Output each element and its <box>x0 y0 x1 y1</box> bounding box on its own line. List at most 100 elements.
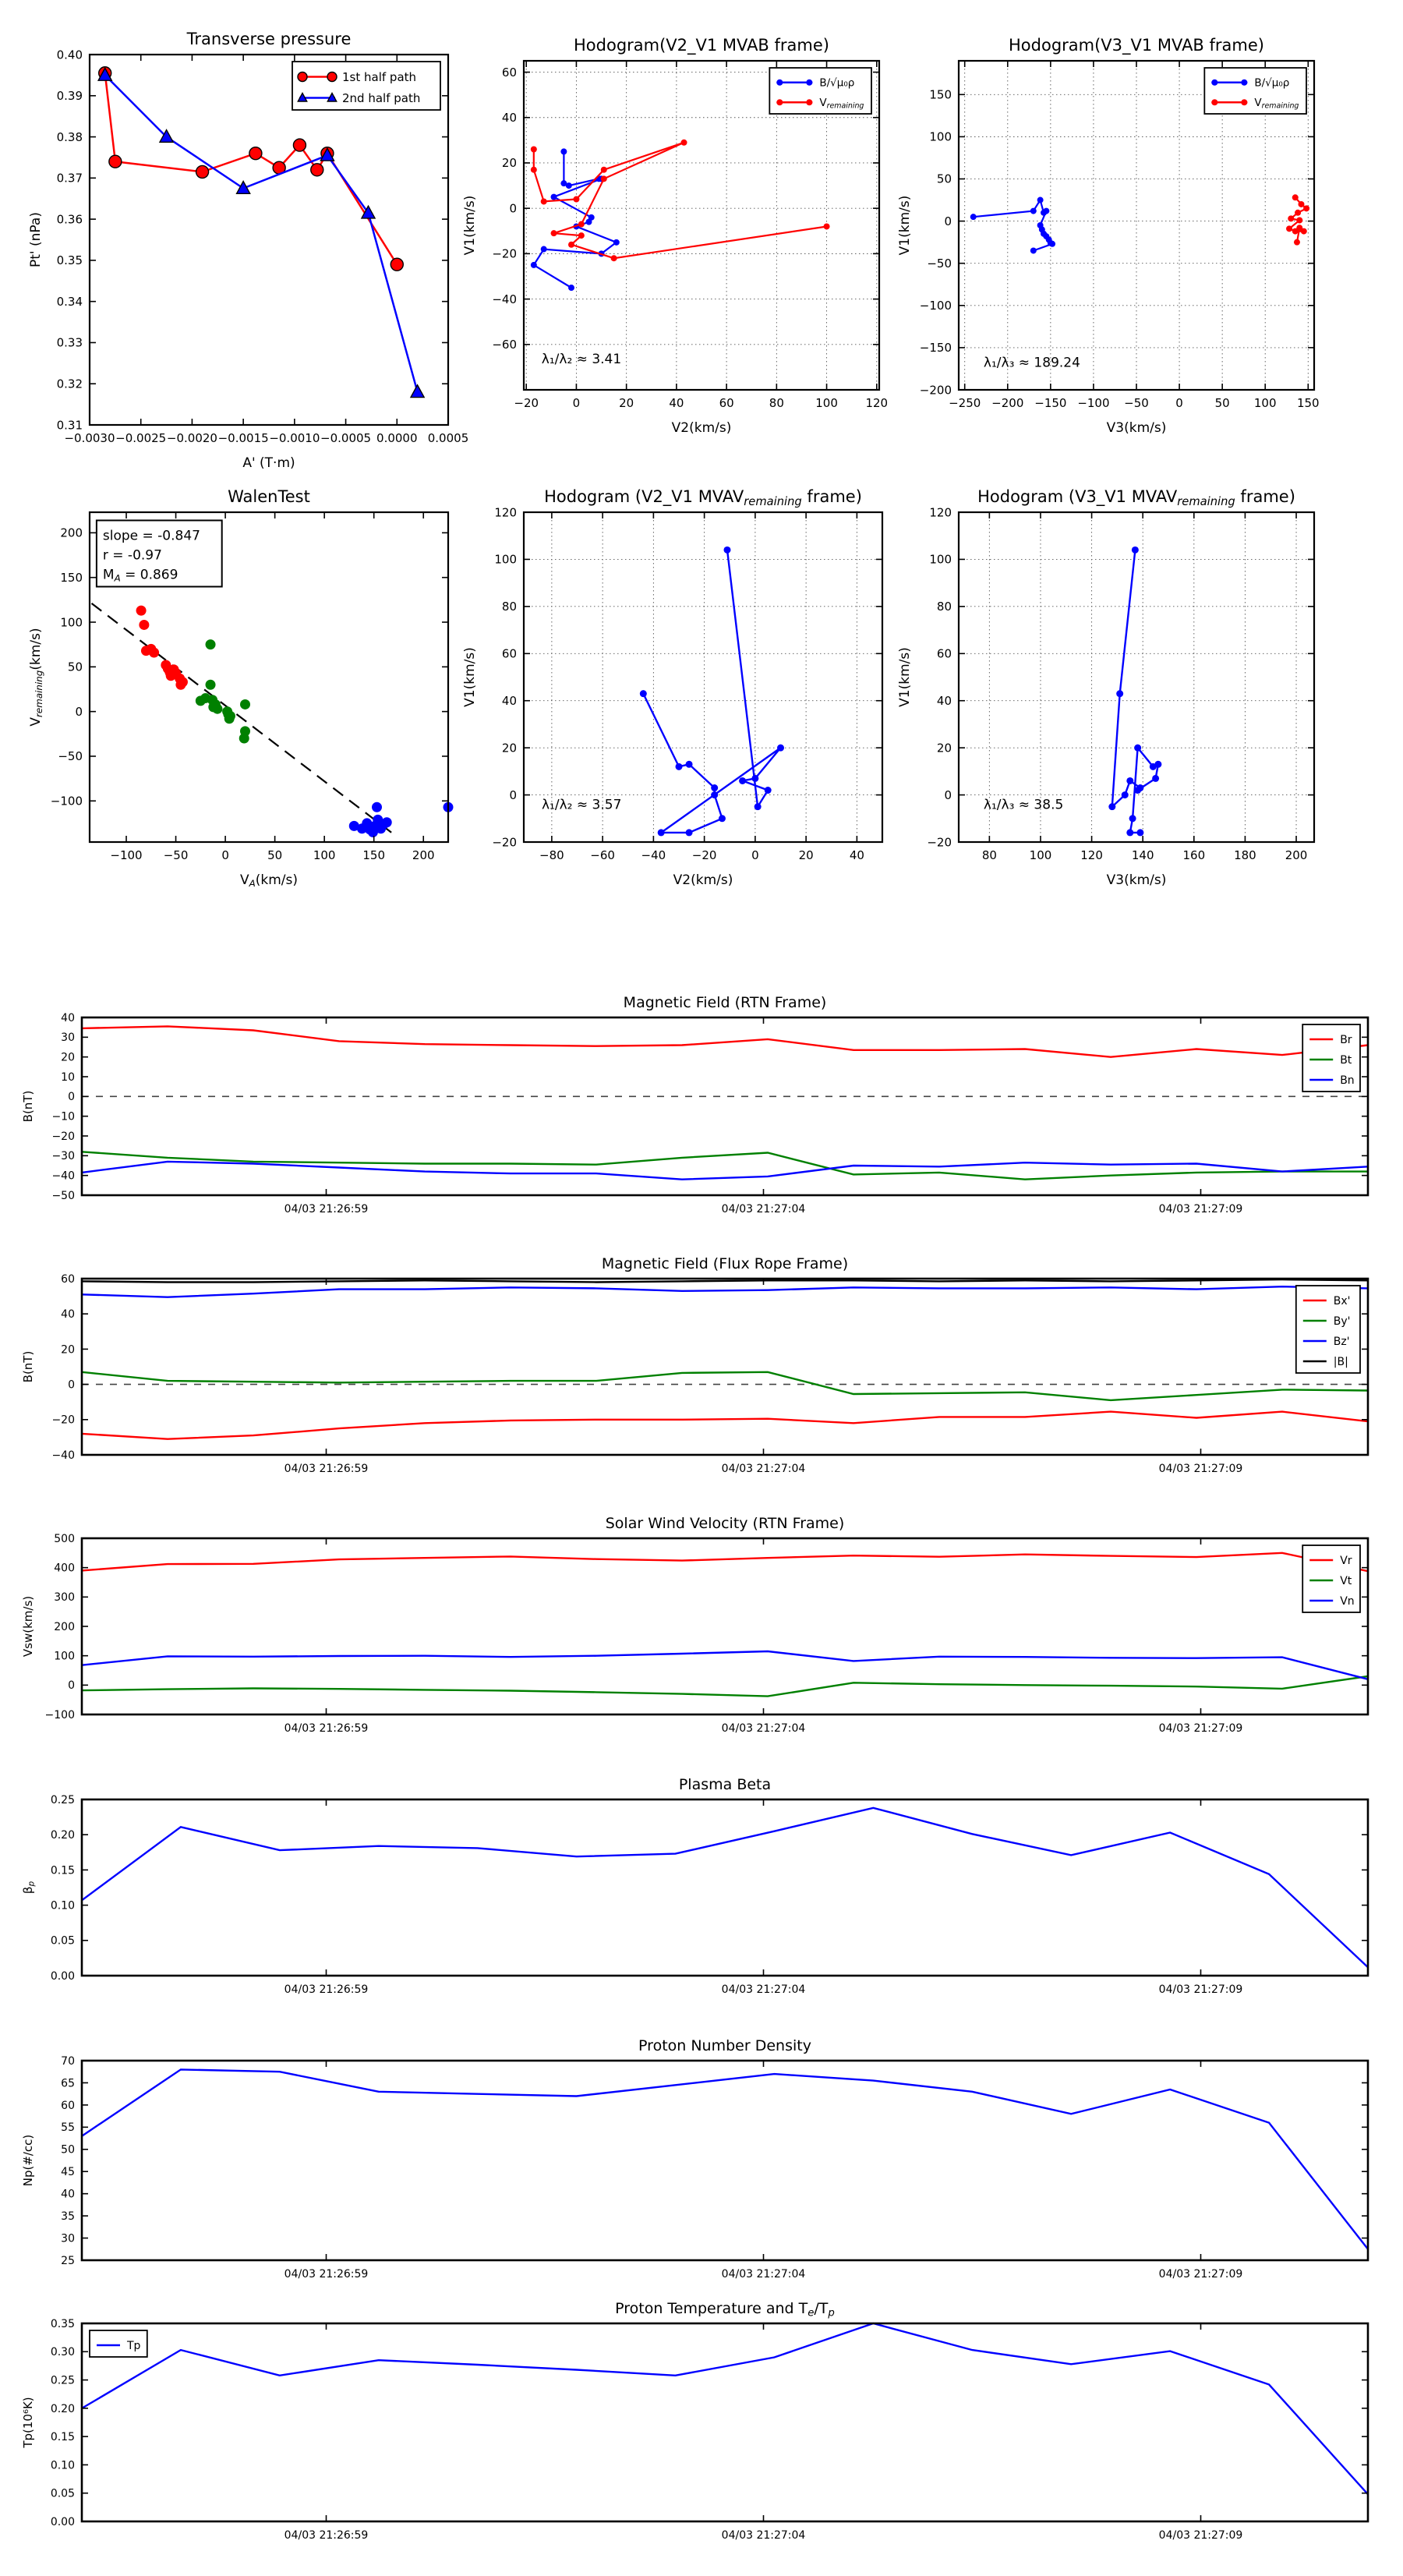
data-point-circle <box>297 71 308 83</box>
y-tick-label: 0.34 <box>57 295 83 309</box>
y-tick-label: 0.25 <box>51 1794 75 1806</box>
data-point-dot <box>777 744 785 752</box>
x-tick-label: −20 <box>692 848 717 862</box>
data-point-dot <box>1241 79 1248 86</box>
x-tick-label: 04/03 21:26:59 <box>284 1463 369 1475</box>
x-tick-label: 0 <box>751 848 759 862</box>
legend-label: Vr <box>1340 1555 1352 1567</box>
y-tick-label: 10 <box>61 1071 75 1084</box>
x-tick-label: 04/03 21:27:09 <box>1159 2529 1243 2542</box>
x-tick-label: 0.0005 <box>428 431 469 445</box>
plot-transverse-pressure: −0.0030 −0.0025 −0.0020 −0.0015 −0.0010 −0.00… <box>28 30 468 471</box>
y-tick-label: 0.35 <box>57 253 83 267</box>
data-point-dot <box>240 699 251 709</box>
y-axis-label: V1(km/s) <box>462 196 478 256</box>
y-tick-label: 0.00 <box>51 1970 75 1983</box>
legend-label: Bn <box>1340 1074 1354 1087</box>
data-point-dot <box>1211 99 1218 106</box>
data-point-dot <box>1121 791 1129 799</box>
x-tick-label: 100 <box>313 848 336 862</box>
series-v-remaining <box>530 139 830 262</box>
x-tick-label: 50 <box>267 848 282 862</box>
plot-title: Hodogram(V3_V1 MVAB frame) <box>1009 36 1264 55</box>
y-tick-label: 400 <box>54 1562 75 1575</box>
axes-frame <box>957 511 1316 844</box>
data-point-dot <box>823 223 830 230</box>
legend-label: B/√μ₀ρ <box>1254 76 1289 89</box>
data-point-dot <box>1108 803 1116 811</box>
legend-label: By' <box>1334 1315 1351 1328</box>
y-tick-label: −30 <box>51 1150 75 1162</box>
x-tick-label: −0.0010 <box>269 431 320 445</box>
x-tick-label: 180 <box>1234 848 1256 862</box>
x-tick-label: 150 <box>1297 396 1320 410</box>
axes-frame <box>88 53 450 426</box>
data-point-circle <box>390 257 404 271</box>
axis-ticks: 04/03 21:26:59 04/03 21:27:04 04/03 21:27:… <box>45 1533 1368 1735</box>
series-br <box>81 1025 1369 1058</box>
axis-ticks: 04/03 21:26:59 04/03 21:27:04 04/03 21:27:… <box>61 2055 1368 2281</box>
legend-label: Vremaining <box>1254 97 1299 110</box>
y-tick-label: 500 <box>54 1533 75 1545</box>
y-tick-label: 60 <box>61 2100 75 2112</box>
series-bt <box>81 1151 1368 1180</box>
axis-ticks: 80 100 120 140 160 180 200 −20 0 20 40 60 80 100 120 <box>927 505 1314 862</box>
x-tick-label: 04/03 21:27:09 <box>1159 1203 1243 1215</box>
data-point-dot <box>1152 774 1160 782</box>
data-point-circle <box>195 165 210 179</box>
plot-mag-field-rtn: 04/03 21:26:59 04/03 21:27:04 04/03 21:27:… <box>21 994 1369 1215</box>
y-axis-label: V1(km/s) <box>462 647 478 707</box>
y-tick-label: 0.15 <box>51 1864 75 1877</box>
annotation: λ₁/λ₃ ≈ 38.5 <box>984 798 1063 813</box>
x-tick-label: 140 <box>1132 848 1154 862</box>
y-axis-label: Np(#/cc) <box>21 2135 35 2187</box>
y-axis-label: B(nT) <box>21 1351 35 1383</box>
y-tick-label: 0.20 <box>51 2403 75 2415</box>
x-tick-label: 0.0000 <box>376 431 418 445</box>
series-1st-half <box>136 605 188 690</box>
data-point-dot <box>711 791 719 799</box>
plot-walen-test: −100 −50 0 50 100 150 200 −100 −50 0 50 100 150 200 Wa… <box>28 487 454 889</box>
data-point-dot <box>610 255 617 262</box>
y-tick-label: 100 <box>929 553 952 567</box>
y-tick-label: 80 <box>502 600 517 614</box>
data-point-dot <box>1303 205 1310 212</box>
data-point-dot <box>1293 239 1300 246</box>
y-tick-label: 0 <box>944 214 952 228</box>
y-tick-label: 30 <box>61 2232 75 2245</box>
y-tick-label: 50 <box>68 660 83 674</box>
x-tick-label: 200 <box>1285 848 1308 862</box>
y-tick-label: 0.31 <box>57 418 83 432</box>
series--b- <box>81 1278 1369 1283</box>
data-point-dot <box>600 166 607 173</box>
y-tick-label: 60 <box>502 647 517 661</box>
annotation: λ₁/λ₃ ≈ 189.24 <box>984 355 1080 370</box>
data-point-dot <box>212 703 223 714</box>
data-point-dot <box>136 605 147 616</box>
data-point-dot <box>585 218 592 225</box>
x-tick-label: −60 <box>590 848 615 862</box>
y-tick-label: −200 <box>920 383 952 397</box>
y-tick-label: 0 <box>509 201 517 215</box>
axes-frame <box>80 2059 1369 2262</box>
y-tick-label: 150 <box>60 571 83 585</box>
series-v-remaining <box>1286 194 1310 246</box>
data-point-dot <box>1288 215 1295 222</box>
plot-solar-wind-velocity: 04/03 21:26:59 04/03 21:27:04 04/03 21:27:… <box>21 1515 1369 1735</box>
series-beta-p <box>81 1806 1369 1969</box>
stats-line: MA = 0.869 <box>103 567 178 583</box>
x-tick-label: −200 <box>991 396 1023 410</box>
axis-ticks: −20 0 20 40 60 80 100 120 −60 −40 −20 0 20 40 60 <box>492 61 888 410</box>
plot-title: Magnetic Field (Flux Rope Frame) <box>602 1255 848 1272</box>
x-tick-label: 04/03 21:27:04 <box>722 1463 806 1475</box>
series-2nd-half <box>348 801 454 837</box>
x-tick-label: 160 <box>1182 848 1205 862</box>
y-axis-label: Tp(10⁶K) <box>21 2397 35 2448</box>
y-tick-label: −20 <box>927 835 952 849</box>
data-point-dot <box>1030 247 1037 254</box>
series-v-path <box>639 546 785 837</box>
x-tick-label: 04/03 21:26:59 <box>284 1203 369 1215</box>
data-point-dot <box>600 175 607 182</box>
plot-hodogram-v3v1-mvab: −250 −200 −150 −100 −50 0 50 100 150−200−150−100… <box>897 36 1320 436</box>
series-middle <box>195 639 251 744</box>
